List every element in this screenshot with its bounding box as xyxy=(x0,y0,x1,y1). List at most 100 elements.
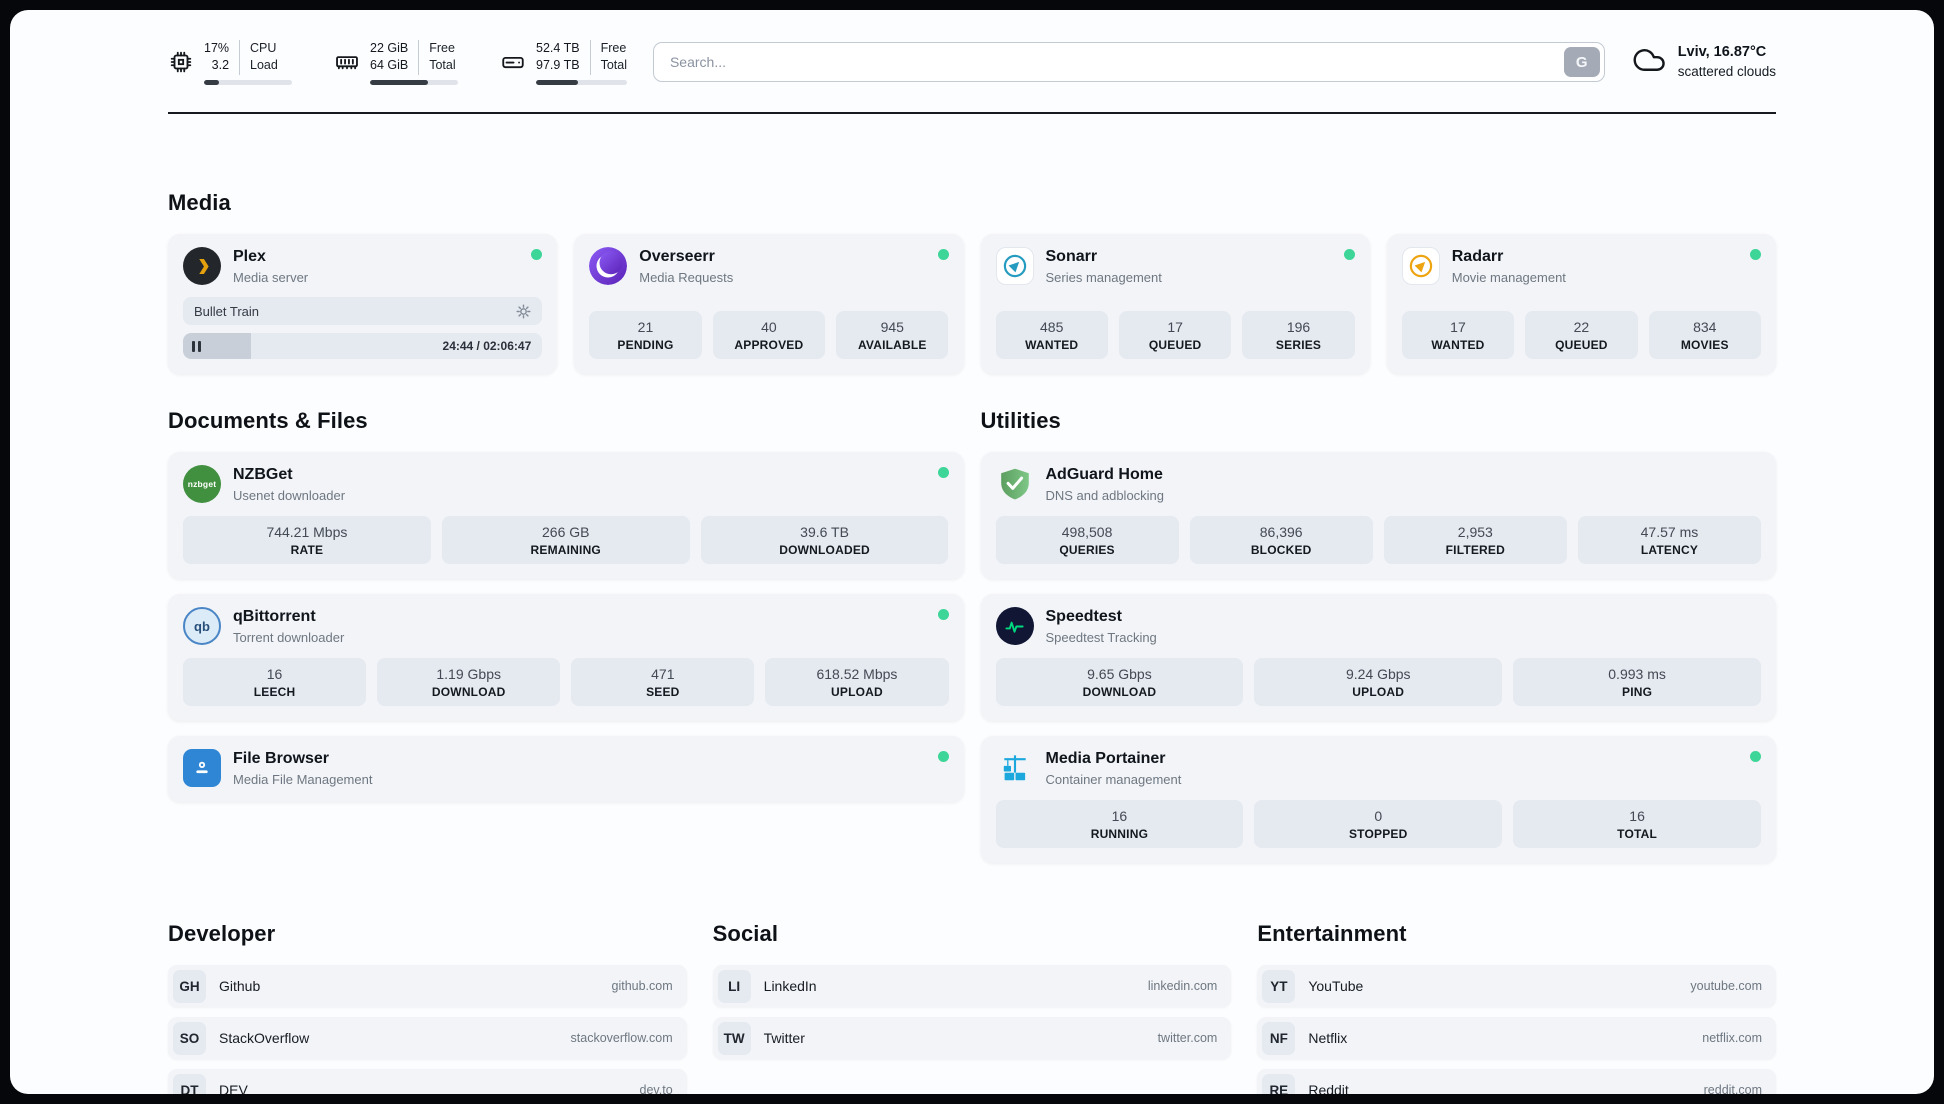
bookmark-badge: LI xyxy=(717,969,751,1003)
cpu-load-label: Load xyxy=(250,58,278,72)
stat-label: QUERIES xyxy=(1059,543,1115,557)
bookmark-youtube[interactable]: YT YouTube youtube.com xyxy=(1257,965,1776,1007)
ram-total-value: 64 GiB xyxy=(370,58,409,72)
card-header: File Browser Media File Management xyxy=(183,749,949,787)
app-card-plex[interactable]: Plex Media server Bullet Train xyxy=(168,234,558,374)
gear-icon[interactable] xyxy=(516,303,531,319)
status-dot xyxy=(1750,249,1761,260)
stat-label: LATENCY xyxy=(1640,543,1699,557)
stat-label: UPLOAD xyxy=(831,685,883,699)
app-subtitle: Media Requests xyxy=(639,269,734,285)
now-playing-title: Bullet Train xyxy=(194,303,260,319)
app-card-qbittorrent[interactable]: qb qBittorrent Torrent downloader 16 LEE… xyxy=(168,594,964,721)
ram-usage-bar xyxy=(370,79,458,85)
qbittorrent-icon: qb xyxy=(183,607,221,645)
bookmark-stackoverflow[interactable]: SO StackOverflow stackoverflow.com xyxy=(168,1017,687,1059)
app-name: AdGuard Home xyxy=(1045,466,1163,484)
stat-value: 0 xyxy=(1374,808,1383,824)
stat-download: 1.19 Gbps DOWNLOAD xyxy=(377,658,561,706)
bookmark-name: YouTube xyxy=(1308,978,1364,994)
playback-progress-bar[interactable]: 24:44 / 02:06:47 xyxy=(183,333,543,359)
bookmark-linkedin[interactable]: LI LinkedIn linkedin.com xyxy=(712,965,1232,1007)
documents-column: Documents & Files nzbget NZBGet Usenet d… xyxy=(168,408,964,863)
stat-value: 9.24 Gbps xyxy=(1345,666,1411,682)
ram-usage-bar-fill xyxy=(370,79,429,85)
app-subtitle: DNS and adblocking xyxy=(1045,487,1165,503)
playback-time: 24:44 / 02:06:47 xyxy=(442,339,532,353)
nzbget-icon: nzbget xyxy=(183,465,221,503)
app-card-overseerr[interactable]: Overseerr Media Requests 21 PENDING 40 A… xyxy=(574,234,964,374)
stat-label: DOWNLOAD xyxy=(431,685,506,699)
dashboard-content: 17% 3.2 CPU Load xyxy=(10,38,1934,1094)
status-dot xyxy=(1343,249,1355,260)
stat-pending: 21 PENDING xyxy=(589,311,702,359)
stat-label: QUEUED xyxy=(1555,338,1608,352)
search-engine-button[interactable]: G xyxy=(1563,47,1600,77)
disk-usage-bar-fill xyxy=(536,79,578,85)
nzbget-stats: 744.21 Mbps RATE 266 GB REMAINING 39.6 T… xyxy=(183,503,949,564)
bookmark-github[interactable]: GH Github github.com xyxy=(168,965,687,1007)
status-dot xyxy=(531,249,543,260)
stat-latency: 47.57 ms LATENCY xyxy=(1577,516,1761,564)
stat-label: WANTED xyxy=(1431,338,1485,352)
bookmark-url: dev.to xyxy=(639,1083,673,1094)
stat-value: 47.57 ms xyxy=(1640,524,1699,540)
bookmark-netflix[interactable]: NF Netflix netflix.com xyxy=(1257,1017,1776,1059)
app-name: NZBGet xyxy=(233,466,293,484)
disk-monitor: 52.4 TB 97.9 TB Free Total xyxy=(500,39,627,85)
bookmark-badge: DT xyxy=(173,1073,206,1094)
app-name: Plex xyxy=(233,248,266,266)
documents-utilities-section: Documents & Files nzbget NZBGet Usenet d… xyxy=(168,408,1776,863)
app-subtitle: Movie management xyxy=(1451,269,1566,285)
stat-value: 16 xyxy=(1111,808,1128,824)
now-playing-row: Bullet Train xyxy=(183,297,543,325)
memory-icon xyxy=(334,49,360,75)
status-dot xyxy=(937,249,949,260)
adguard-stats: 498,508 QUERIES 86,396 BLOCKED 2,953 FIL… xyxy=(995,503,1761,564)
overseerr-icon xyxy=(589,247,628,285)
app-card-speedtest[interactable]: Speedtest Speedtest Tracking 9.65 Gbps D… xyxy=(980,594,1776,721)
bookmark-name: Github xyxy=(219,978,261,994)
app-name: Radarr xyxy=(1451,248,1504,266)
stat-label: DOWNLOAD xyxy=(1082,685,1157,699)
app-card-nzbget[interactable]: nzbget NZBGet Usenet downloader 744.21 M… xyxy=(168,452,964,579)
stat-stopped: 0 STOPPED xyxy=(1254,800,1503,848)
stat-label: BLOCKED xyxy=(1250,543,1312,557)
pause-icon[interactable] xyxy=(192,340,201,352)
bookmark-twitter[interactable]: TW Twitter twitter.com xyxy=(712,1017,1232,1059)
stat-available: 945 AVAILABLE xyxy=(836,311,949,359)
ram-free-label: Free xyxy=(429,40,455,55)
stat-value: 16 xyxy=(266,666,283,682)
stat-value: 498,508 xyxy=(1061,524,1113,540)
app-subtitle: Usenet downloader xyxy=(233,487,346,503)
bookmark-dev[interactable]: DT DEV dev.to xyxy=(168,1069,687,1094)
stat-value: 945 xyxy=(880,319,904,335)
stat-upload: 618.52 Mbps UPLOAD xyxy=(765,658,949,706)
card-header: Plex Media server xyxy=(183,247,542,285)
cpu-load-value: 3.2 xyxy=(211,58,230,72)
app-card-filebrowser[interactable]: File Browser Media File Management xyxy=(168,736,964,802)
ram-monitor: 22 GiB 64 GiB Free Total xyxy=(334,39,458,85)
stat-running: 16 RUNNING xyxy=(995,800,1244,848)
app-card-radarr[interactable]: Radarr Movie management 17 WANTED 22 QUE… xyxy=(1386,234,1776,374)
stat-ping: 0.993 ms PING xyxy=(1513,658,1761,706)
search-input[interactable] xyxy=(652,42,1605,82)
qbittorrent-stats: 16 LEECH 1.19 Gbps DOWNLOAD 471 SEED xyxy=(183,645,949,706)
app-card-adguard[interactable]: AdGuard Home DNS and adblocking 498,508 … xyxy=(980,452,1776,579)
stat-value: 16 xyxy=(1629,808,1645,824)
card-header: Sonarr Series management xyxy=(995,247,1355,285)
bookmark-url: github.com xyxy=(611,979,673,993)
stat-series: 196 SERIES xyxy=(1242,311,1355,359)
bookmark-reddit[interactable]: RE Reddit reddit.com xyxy=(1257,1069,1776,1094)
stat-value: 618.52 Mbps xyxy=(816,666,898,682)
bookmark-name: Twitter xyxy=(763,1030,805,1046)
stat-total: 16 TOTAL xyxy=(1513,800,1761,848)
app-card-sonarr[interactable]: Sonarr Series management 485 WANTED 17 Q… xyxy=(980,234,1370,374)
app-card-portainer[interactable]: Media Portainer Container management 16 … xyxy=(980,736,1776,863)
stat-queued: 17 QUEUED xyxy=(1118,311,1232,359)
radarr-stats: 17 WANTED 22 QUEUED 834 MOVIES xyxy=(1401,298,1761,359)
cpu-usage-value: 17% xyxy=(204,40,230,55)
plex-icon xyxy=(183,247,221,285)
section-title-developer: Developer xyxy=(168,921,276,946)
disk-free-value: 52.4 TB xyxy=(536,40,580,55)
